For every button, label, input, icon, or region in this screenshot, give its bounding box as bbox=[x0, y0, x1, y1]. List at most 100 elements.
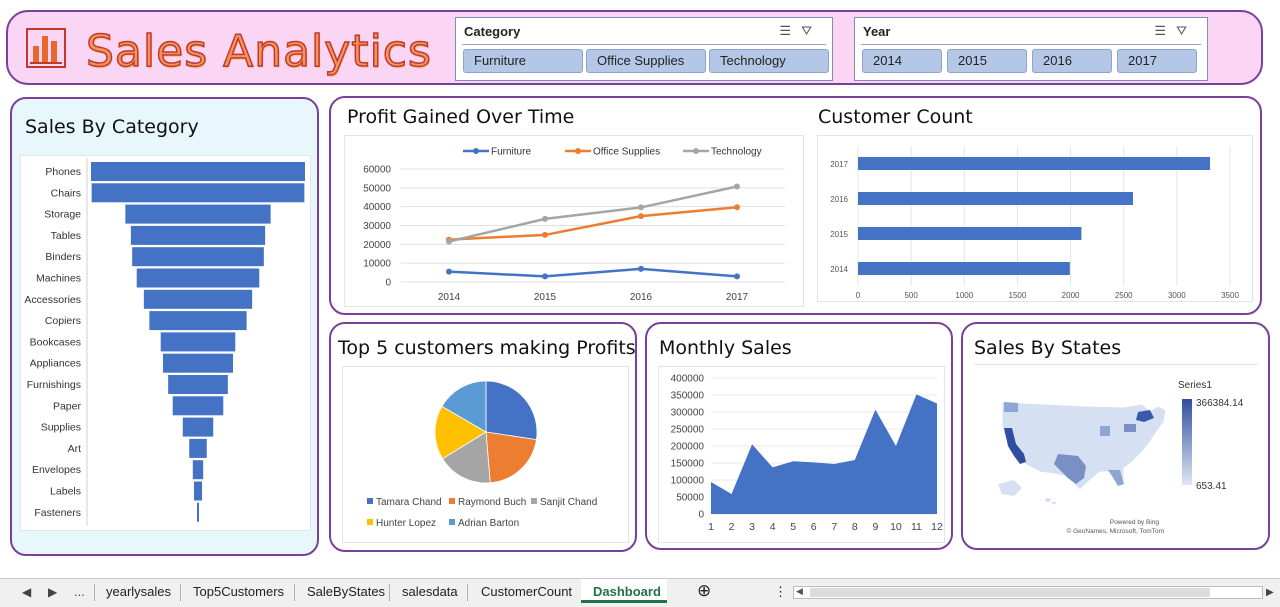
panel-title: Profit Gained Over Time bbox=[347, 106, 575, 128]
panel-title: Customer Count bbox=[818, 106, 973, 128]
legend-marker bbox=[575, 148, 581, 154]
profit-line-chart[interactable]: 0 10000 20000 30000 40000 50000 60000 2014 2015 2… bbox=[344, 135, 804, 307]
sales-by-category-panel: Sales By Category Phones Chairs Storage Tab… bbox=[10, 97, 319, 556]
sheet-tab-salesdata[interactable]: salesdata bbox=[402, 584, 458, 599]
y-tick-label: 2017 bbox=[830, 160, 848, 169]
scrollbar-right-arrow-icon[interactable]: ▶ bbox=[1266, 587, 1274, 598]
top5-pie-chart[interactable]: Tamara Chand Raymond Buch Sanjit Chand Hunt… bbox=[342, 366, 629, 543]
customer-count-bar bbox=[858, 157, 1211, 170]
sales-by-states-panel: Sales By States bbox=[961, 322, 1270, 550]
legend-label: Sanjit Chand bbox=[540, 497, 597, 508]
category-bar bbox=[91, 162, 305, 181]
legend-label: Furniture bbox=[491, 147, 531, 158]
category-label: Furnishings bbox=[27, 379, 81, 391]
sheet-tab-yearlysales[interactable]: yearlysales bbox=[106, 584, 172, 599]
category-bar bbox=[193, 481, 203, 501]
year-slicer-heading: Year bbox=[863, 24, 891, 39]
sheet-tab-dashboard[interactable]: Dashboard bbox=[581, 579, 667, 603]
category-label: Accessories bbox=[24, 294, 81, 306]
alaska-shape bbox=[998, 480, 1022, 496]
scroll-right-icon[interactable]: ▶ bbox=[48, 585, 58, 599]
tab-bar-menu-icon[interactable]: ⋮ bbox=[774, 584, 787, 599]
slicer-item-2014[interactable]: 2014 bbox=[862, 49, 942, 73]
us-map: Series1 366384.14 653.41 Powered by Bing… bbox=[998, 380, 1244, 535]
data-point bbox=[542, 215, 548, 222]
y-tick-label: 350000 bbox=[671, 391, 705, 402]
map-legend-min: 653.41 bbox=[1196, 481, 1227, 492]
slicer-item-furniture[interactable]: Furniture bbox=[463, 49, 583, 73]
pie-slice-adrian-barton bbox=[441, 380, 487, 433]
y-tick-label: 2016 bbox=[830, 195, 848, 204]
category-bar bbox=[125, 204, 271, 224]
horizontal-scrollbar[interactable]: ◀ bbox=[793, 586, 1263, 599]
category-label: Supplies bbox=[41, 422, 81, 434]
category-label: Appliances bbox=[30, 358, 81, 370]
y-tick-label: 2015 bbox=[830, 230, 848, 239]
slicer-item-2017[interactable]: 2017 bbox=[1117, 49, 1197, 73]
map-credit-bing: Powered by Bing bbox=[1110, 519, 1160, 526]
category-label: Envelopes bbox=[32, 464, 81, 476]
slicer-item-2015[interactable]: 2015 bbox=[947, 49, 1027, 73]
california-shape bbox=[1004, 428, 1026, 464]
clear-filter-icon[interactable]: ⛛ bbox=[1176, 23, 1197, 38]
category-bar bbox=[143, 289, 253, 309]
more-sheets-button[interactable]: ... bbox=[74, 584, 85, 599]
y-tick-label: 40000 bbox=[363, 202, 391, 213]
series-line-office-supplies bbox=[448, 205, 738, 241]
add-sheet-icon[interactable]: ⊕ bbox=[697, 581, 712, 600]
x-tick-label: 12 bbox=[931, 521, 943, 533]
category-label: Chairs bbox=[51, 187, 81, 199]
monthly-sales-area-chart[interactable]: 0 50000 100000 150000 200000 250000 300000 3500… bbox=[658, 366, 945, 543]
clear-filter-icon[interactable]: ⛛ bbox=[801, 23, 822, 38]
washington-shape bbox=[1004, 402, 1018, 412]
monthly-sales-area bbox=[711, 394, 937, 514]
category-label: Binders bbox=[45, 251, 81, 263]
year-slicer: Year ☰⛛ 2014 2015 2016 2017 bbox=[854, 17, 1208, 81]
legend-swatch bbox=[367, 519, 373, 525]
category-bar bbox=[162, 353, 234, 373]
top5-customers-panel: Top 5 customers making Profits Tamara Ch… bbox=[329, 322, 637, 552]
y-tick-label: 200000 bbox=[671, 442, 705, 453]
monthly-sales-panel: Monthly Sales 0 50000 100000 150000 200000 25… bbox=[645, 322, 953, 550]
legend-label: Office Supplies bbox=[593, 147, 660, 158]
new-york-shape bbox=[1136, 410, 1154, 422]
x-tick-label: 2017 bbox=[726, 292, 749, 303]
florida-shape bbox=[1108, 470, 1124, 486]
x-tick-label: 500 bbox=[904, 291, 918, 300]
scroll-left-icon[interactable]: ◀ bbox=[22, 585, 32, 599]
customer-count-bar bbox=[858, 262, 1070, 275]
sheet-tab-salebystates[interactable]: SaleByStates bbox=[307, 584, 386, 599]
category-slicer-heading: Category bbox=[464, 24, 521, 39]
customer-count-chart[interactable]: 0 500 1000 1500 2000 2500 3000 3500 2017 2016 2015… bbox=[817, 135, 1253, 302]
sheet-tab-customercount[interactable]: CustomerCount bbox=[481, 584, 573, 599]
map-credit-sources: © GeoNames, Microsoft, TomTom bbox=[1067, 527, 1165, 535]
legend-marker bbox=[473, 148, 479, 154]
sales-by-category-chart[interactable]: Phones Chairs Storage Tables Binders Machines… bbox=[20, 155, 311, 531]
slicer-item-2016[interactable]: 2016 bbox=[1032, 49, 1112, 73]
x-tick-label: 11 bbox=[911, 521, 922, 533]
scrollbar-left-arrow-icon[interactable]: ◀ bbox=[796, 586, 803, 596]
data-point bbox=[638, 265, 644, 272]
scrollbar-thumb[interactable] bbox=[810, 588, 1210, 597]
category-bar bbox=[168, 375, 228, 394]
legend-label: Hunter Lopez bbox=[376, 518, 436, 529]
sales-by-states-map[interactable]: Series1 366384.14 653.41 Powered by Bing… bbox=[974, 366, 1258, 542]
x-tick-label: 2 bbox=[729, 521, 735, 533]
legend-swatch bbox=[449, 498, 455, 504]
panel-title: Top 5 customers making Profits bbox=[338, 337, 636, 359]
texas-shape bbox=[1054, 454, 1086, 484]
category-label: Art bbox=[68, 443, 82, 455]
y-tick-label: 2014 bbox=[830, 265, 848, 274]
sheet-tab-top5customers[interactable]: Top5Customers bbox=[193, 584, 285, 599]
legend-swatch bbox=[367, 498, 373, 504]
y-tick-label: 50000 bbox=[363, 183, 391, 194]
app-title: Sales Analytics bbox=[85, 25, 432, 78]
legend-marker bbox=[693, 148, 699, 154]
slicer-item-office-supplies[interactable]: Office Supplies bbox=[586, 49, 706, 73]
multi-select-icon[interactable]: ☰ bbox=[1154, 23, 1177, 38]
x-tick-label: 2016 bbox=[630, 292, 653, 303]
multi-select-icon[interactable]: ☰ bbox=[779, 23, 802, 38]
x-tick-label: 3500 bbox=[1221, 291, 1239, 300]
legend-label: Raymond Buch bbox=[458, 497, 526, 508]
slicer-item-technology[interactable]: Technology bbox=[709, 49, 829, 73]
